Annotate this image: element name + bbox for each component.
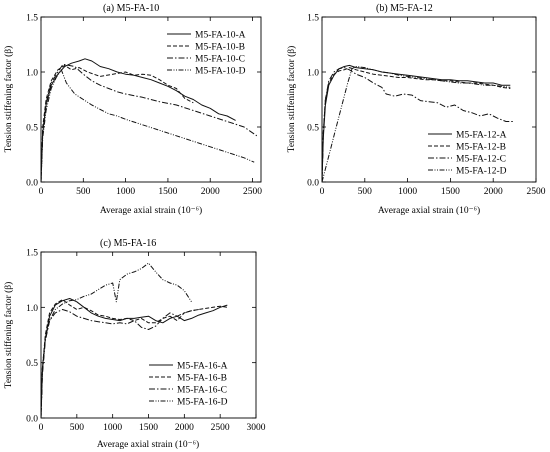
x-tick-label: 500 (76, 187, 91, 197)
x-tick-label: 2500 (211, 423, 230, 433)
legend-label: M5-FA-16-C (177, 386, 227, 396)
x-tick-label: 1000 (116, 187, 135, 197)
y-tick-label: 1.0 (26, 304, 38, 314)
x-tick-label: 2500 (527, 187, 546, 197)
legend-label: M5-FA-12-D (456, 167, 507, 177)
x-tick-label: 1500 (158, 187, 177, 197)
legend-label: M5-FA-12-B (456, 143, 506, 153)
panel-b-axes: 0 500 1000 1500 2000 2500 0.0 0.5 1.0 1.5 (307, 14, 546, 198)
legend-label: M5-FA-10-C (195, 55, 245, 65)
x-tick-label: 1000 (398, 187, 417, 197)
legend-label: M5-FA-16-B (177, 374, 227, 384)
series-line (40, 63, 258, 183)
panel-a-legend: M5-FA-10-A M5-FA-10-B M5-FA-10-C M5-FA-10-D (167, 31, 246, 77)
x-tick-label: 2000 (175, 423, 194, 433)
panel-a-xlabel: Average axial strain (10⁻⁶) (100, 205, 202, 216)
y-tick-label: 0.0 (307, 179, 319, 189)
x-tick-label: 1500 (139, 423, 158, 433)
x-tick-label: 0 (39, 187, 44, 197)
panel-a-ylabel: Tension stiffening factor (β) (3, 46, 14, 153)
panel-c-legend: M5-FA-16-A M5-FA-16-B M5-FA-16-C M5-FA-16-D (149, 362, 228, 408)
panel-b-ylabel: Tension stiffening factor (β) (286, 46, 297, 153)
y-tick-label: 0.0 (26, 179, 38, 189)
x-tick-label: 1000 (103, 423, 122, 433)
panel-b-legend: M5-FA-12-A M5-FA-12-B M5-FA-12-C M5-FA-12-D (428, 131, 507, 177)
series-line (40, 64, 194, 183)
panel-a-series (40, 58, 258, 183)
x-tick-label: 3000 (247, 423, 266, 433)
legend-label: M5-FA-16-A (177, 362, 228, 372)
legend-label: M5-FA-10-A (195, 31, 246, 41)
panel-c-series (40, 262, 228, 419)
panel-c-xlabel: Average axial strain (10⁻⁶) (97, 439, 199, 450)
legend-label: M5-FA-12-C (456, 155, 506, 165)
y-tick-label: 1.5 (26, 14, 38, 24)
panel-b-xlabel: Average axial strain (10⁻⁶) (378, 205, 480, 216)
series-line (321, 67, 515, 183)
y-tick-label: 0.5 (307, 124, 319, 134)
panel-c-ylabel: Tension stiffening factor (β) (3, 282, 14, 389)
y-tick-label: 0.0 (26, 415, 38, 425)
panel-a-title: (a) M5-FA-10 (103, 3, 159, 14)
series-line (40, 69, 255, 183)
y-tick-label: 0.5 (26, 359, 38, 369)
panel-a-plot-frame (40, 16, 262, 183)
x-tick-label: 2500 (243, 187, 262, 197)
legend-label: M5-FA-12-A (456, 131, 507, 141)
panel-a: (a) M5-FA-10 0 500 1000 1500 2000 2500 0.0 0.5 1… (3, 3, 262, 216)
panel-c: (c) M5-FA-16 0 500 1000 1500 2000 2500 3000 0.0… (3, 238, 266, 450)
y-tick-label: 1.5 (26, 249, 38, 259)
x-tick-label: 500 (70, 423, 85, 433)
panel-c-title: (c) M5-FA-16 (100, 238, 156, 249)
series-line (321, 67, 511, 183)
panel-b: (b) M5-FA-12 0 500 1000 1500 2000 2500 0.0 0.5 1… (286, 3, 546, 216)
series-line (321, 66, 511, 183)
series-line (40, 58, 236, 183)
panel-b-title: (b) M5-FA-12 (376, 3, 433, 14)
series-line (321, 64, 511, 183)
x-tick-label: 0 (320, 187, 325, 197)
x-tick-label: 2000 (484, 187, 503, 197)
legend-label: M5-FA-16-D (177, 398, 228, 408)
y-tick-label: 1.0 (26, 69, 38, 79)
x-tick-label: 0 (39, 423, 44, 433)
x-tick-label: 2000 (201, 187, 220, 197)
legend-label: M5-FA-10-B (195, 43, 245, 53)
panel-a-axes: 0 500 1000 1500 2000 2500 0.0 0.5 1.0 1.5 (26, 14, 262, 198)
series-line (40, 262, 192, 419)
panel-b-plot-frame (321, 16, 537, 183)
series-line (40, 309, 199, 419)
y-tick-label: 1.0 (307, 69, 319, 79)
y-tick-label: 0.5 (26, 124, 38, 134)
x-tick-label: 500 (358, 187, 373, 197)
x-tick-label: 1500 (441, 187, 460, 197)
legend-label: M5-FA-10-D (195, 67, 246, 77)
panel-b-series (321, 64, 515, 183)
y-tick-label: 1.5 (307, 14, 319, 24)
panel-c-axes: 0 500 1000 1500 2000 2500 3000 0.0 0.5 1.0 1.5 (26, 249, 266, 434)
